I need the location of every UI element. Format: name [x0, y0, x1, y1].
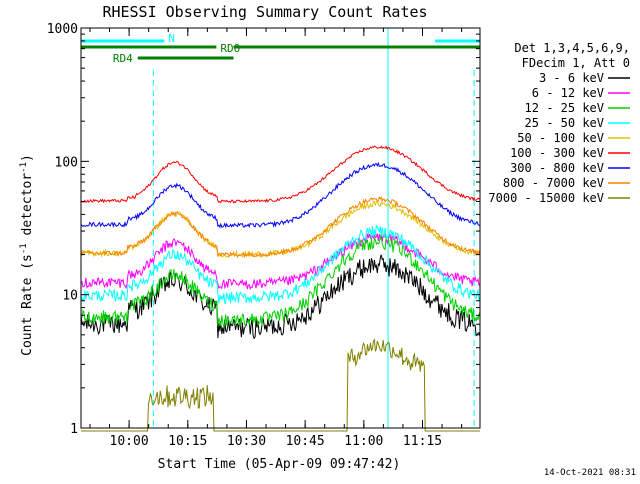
- series-line-100-300-kev: [80, 145, 481, 204]
- x-tick-label-4: 10:45: [286, 434, 325, 449]
- status-bar-label-rd4: RD4: [113, 52, 133, 65]
- y-axis-label-end: ): [20, 154, 35, 162]
- legend-label-800-7000-kev: 800 - 7000 keV: [503, 176, 604, 190]
- series-line-800-7000-kev: [80, 196, 481, 259]
- legend-header-line-1: Det 1,3,4,5,6,9,: [514, 41, 630, 55]
- y-axis-label-sup2: -1: [19, 162, 29, 173]
- legend-label-3-6-kev: 3 - 6 keV: [539, 71, 604, 85]
- y-tick-label-2: 10: [62, 289, 78, 304]
- status-bar-label-n: N: [168, 32, 175, 45]
- y-axis-label-sup1: -1: [19, 243, 29, 254]
- y-axis-label-mid: detector: [20, 173, 35, 244]
- y-tick-label-3: 100: [55, 155, 78, 170]
- x-tick-label-3: 10:30: [227, 434, 266, 449]
- x-tick-label-2: 10:15: [168, 434, 207, 449]
- legend-label-50-100-kev: 50 - 100 keV: [517, 131, 604, 145]
- series-line-25-50-kev: [80, 224, 481, 305]
- series-line-300-800-kev: [80, 161, 480, 229]
- legend-label-12-25-kev: 12 - 25 keV: [525, 101, 604, 115]
- x-axis-label: Start Time (05-Apr-09 09:47:42): [158, 457, 401, 472]
- series-line-6-12-kev: [80, 232, 481, 291]
- footer-date: 14-Oct-2021 08:31: [544, 468, 636, 478]
- legend-label-7000-15000-kev: 7000 - 15000 keV: [488, 191, 604, 205]
- legend-label-300-800-kev: 300 - 800 keV: [510, 161, 604, 175]
- legend: Det 1,3,4,5,6,9, FDecim 1, Att 0 3 - 6 k…: [488, 41, 630, 205]
- series-line-12-25-kev: [80, 234, 481, 329]
- y-axis-label-main: Count Rate (s: [20, 254, 35, 356]
- x-tick-label-5: 11:00: [344, 434, 383, 449]
- x-tick-label-1: 10:00: [110, 434, 149, 449]
- x-tick-label-6: 11:15: [403, 434, 442, 449]
- y-tick-label-4: 1000: [47, 22, 78, 37]
- y-tick-label-1: 1: [70, 422, 78, 437]
- plot-area: N RD0 RD4 1 10 100 1000 10:00 10:15 10:30 10:45 11:…: [47, 22, 481, 449]
- legend-label-6-12-kev: 6 - 12 keV: [532, 86, 604, 100]
- plot-frame: [80, 27, 481, 429]
- legend-label-25-50-kev: 25 - 50 keV: [525, 116, 604, 130]
- legend-label-100-300-kev: 100 - 300 keV: [510, 146, 604, 160]
- status-bar-label-rd0: RD0: [220, 42, 240, 55]
- legend-header-line-2: FDecim 1, Att 0: [522, 56, 630, 70]
- series-line-7000-15000-kev: [81, 338, 480, 432]
- y-axis-label: Count Rate (s-1 detector-1): [19, 154, 35, 356]
- chart-title: RHESSI Observing Summary Count Rates: [102, 3, 427, 21]
